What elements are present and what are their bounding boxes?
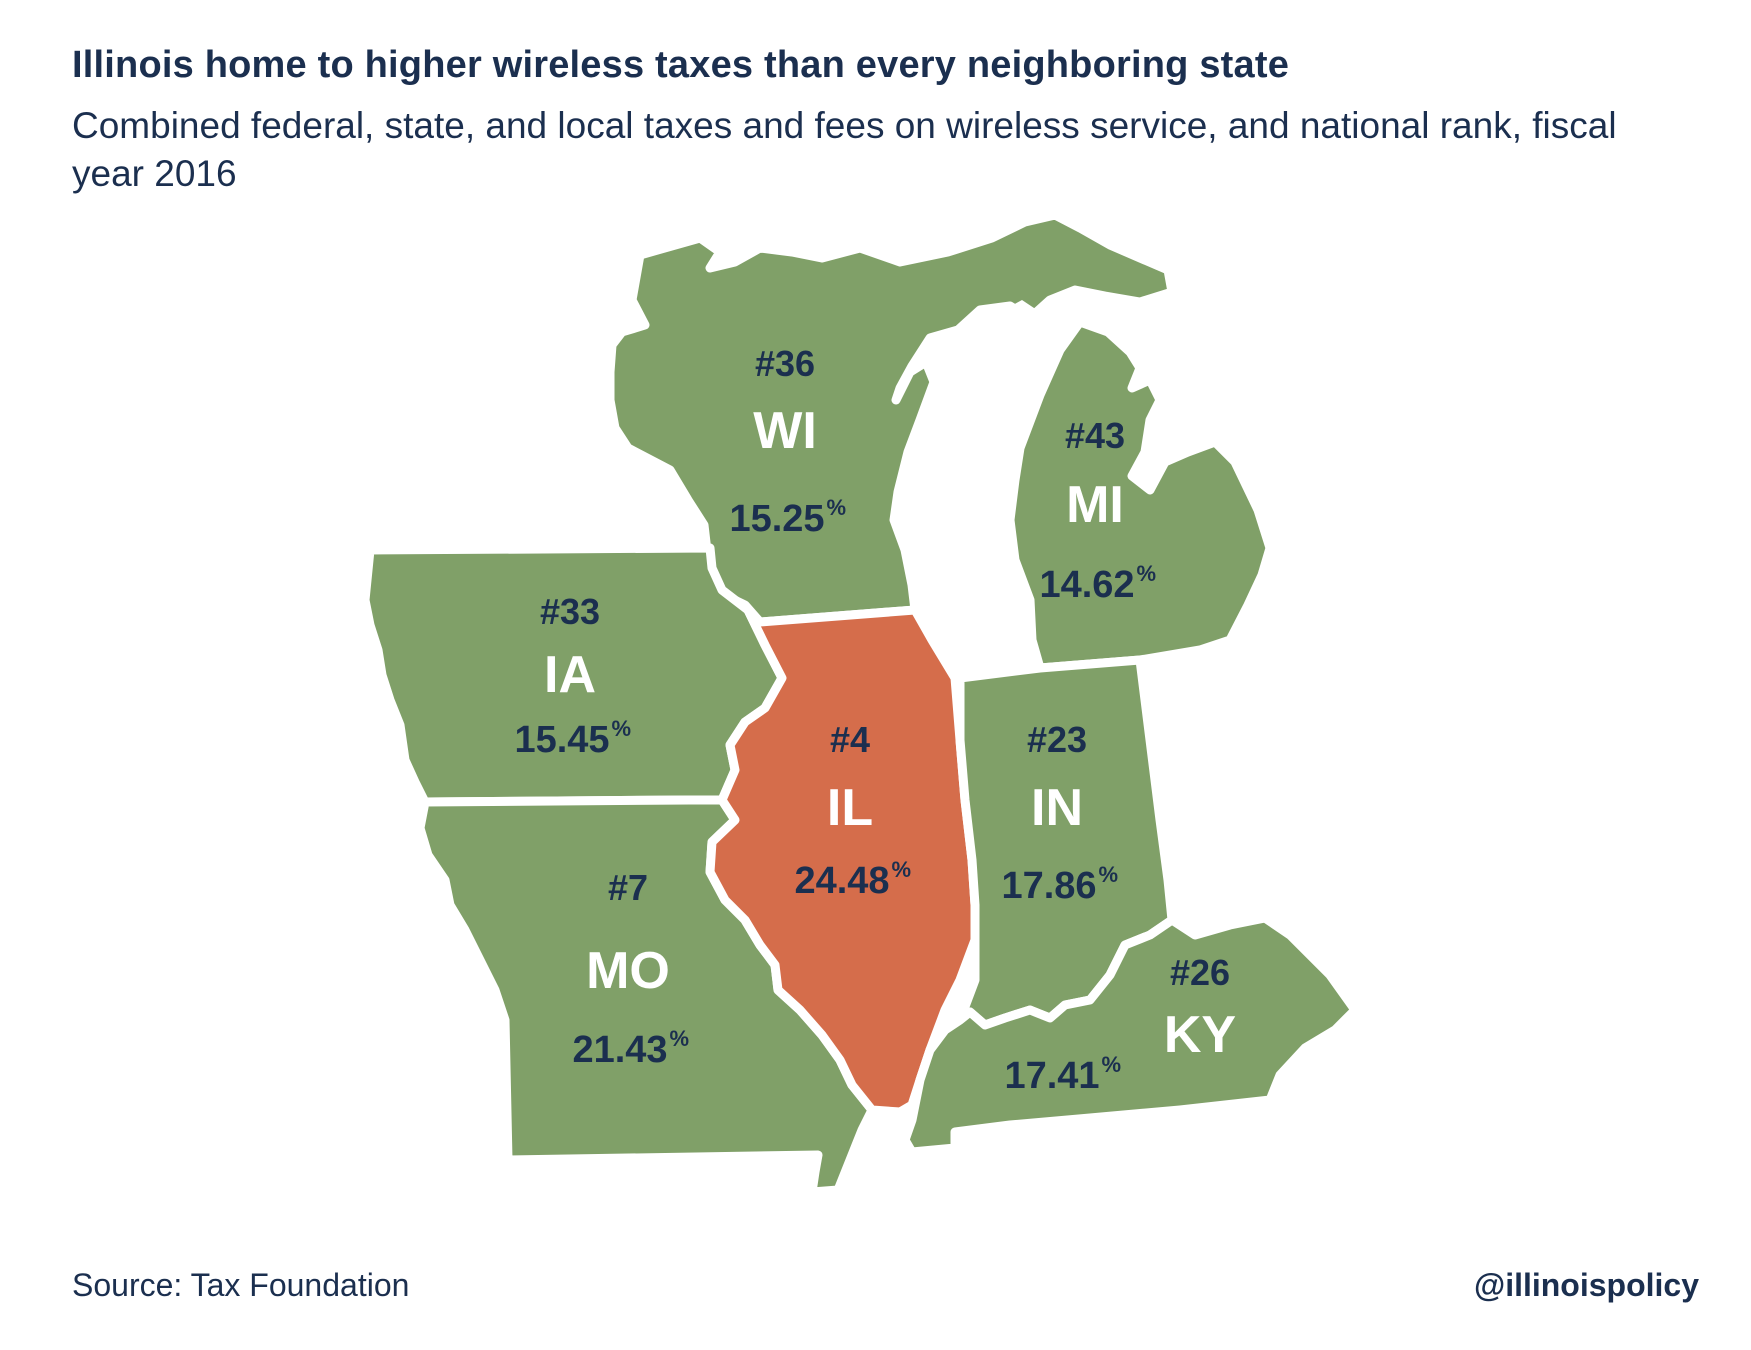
state-shape-wi bbox=[605, 210, 1177, 627]
rank-label-wi: #36 bbox=[755, 343, 815, 384]
tax-rate-ia: 15.45 bbox=[514, 719, 609, 761]
tax-rate-ky: 17.41 bbox=[1004, 1055, 1099, 1097]
percent-sign-mo: % bbox=[670, 1026, 690, 1051]
rank-label-il: #4 bbox=[830, 719, 870, 760]
tax-rate-in: 17.86 bbox=[1001, 865, 1096, 907]
lake-michigan bbox=[918, 300, 1045, 678]
rank-label-ky: #26 bbox=[1170, 952, 1230, 993]
map-title: Illinois home to higher wireless taxes t… bbox=[72, 44, 1290, 86]
rank-label-mo: #7 bbox=[608, 867, 648, 908]
state-shape-ky bbox=[900, 913, 1360, 1157]
percent-sign-ky: % bbox=[1102, 1052, 1122, 1077]
rank-label-in: #23 bbox=[1027, 719, 1087, 760]
rank-label-mi: #43 bbox=[1065, 415, 1125, 456]
percent-sign-in: % bbox=[1099, 862, 1119, 887]
twitter-handle: @illinoispolicy bbox=[1473, 1267, 1699, 1303]
percent-sign-mi: % bbox=[1137, 561, 1157, 586]
state-abbr-mo: MO bbox=[586, 942, 670, 1000]
tax-rate-il: 24.48 bbox=[794, 860, 889, 902]
tax-rate-mo: 21.43 bbox=[572, 1029, 667, 1071]
state-abbr-ia: IA bbox=[544, 646, 596, 704]
map-subtitle: Combined federal, state, and local taxes… bbox=[72, 105, 1617, 194]
state-abbr-ky: KY bbox=[1164, 1006, 1236, 1064]
source-note: Source: Tax Foundation bbox=[72, 1267, 410, 1303]
state-shape-mi bbox=[1005, 317, 1275, 673]
state-abbr-il: IL bbox=[827, 779, 873, 837]
state-labels: #36 WI 15.25 % #43 MI 14.62 % #33 IA 15.45% #4 IL 24.… bbox=[514, 343, 1236, 1097]
percent-sign-ia: % bbox=[612, 716, 632, 741]
tax-rate-mi: 14.62 bbox=[1039, 564, 1134, 606]
percent-sign-il: % bbox=[892, 857, 912, 882]
state-abbr-wi: WI bbox=[753, 402, 817, 460]
tax-rate-wi: 15.25 bbox=[729, 498, 824, 540]
state-abbr-mi: MI bbox=[1066, 476, 1124, 534]
rank-label-ia: #33 bbox=[540, 591, 600, 632]
percent-sign-wi: % bbox=[827, 495, 847, 520]
state-abbr-in: IN bbox=[1031, 779, 1083, 837]
